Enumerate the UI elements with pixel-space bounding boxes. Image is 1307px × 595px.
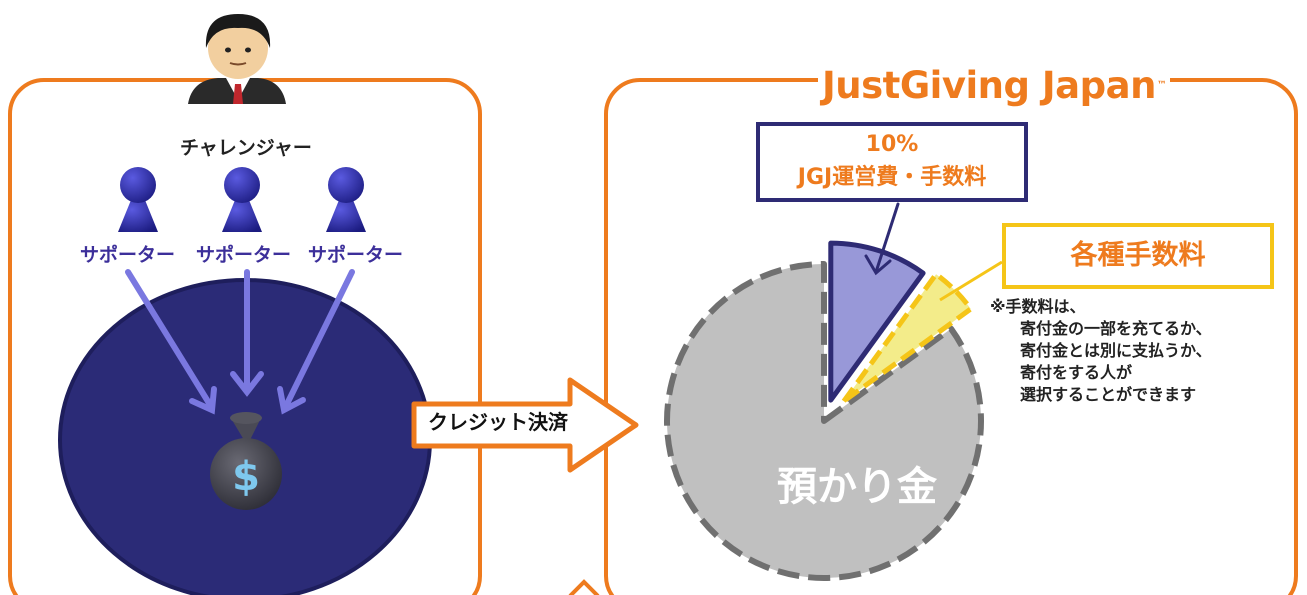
fee-callout-line [939, 260, 1003, 302]
money-bag-icon: $ [210, 412, 282, 510]
deposit-label: 預かり金 [777, 464, 937, 510]
justgiving-japan-logo: JustGiving Japan™ [818, 64, 1171, 108]
various-fee-callout: 各種手数料 [1002, 223, 1274, 289]
logo-text: JustGiving Japan [822, 64, 1156, 107]
note-line: 寄付金とは別に支払うか、 [1020, 341, 1212, 360]
note-line: 選択することができます [1020, 385, 1197, 404]
jgj-callout-arrow [864, 202, 900, 276]
credit-payment-label: クレジット決済 [428, 410, 568, 434]
supporter-label: サポーター [196, 244, 292, 266]
donation-arrows [125, 269, 355, 415]
supporter-icon [118, 167, 158, 232]
challenger-label: チャレンジャー [180, 137, 312, 159]
jgj-fee-percent: 10% [865, 132, 919, 157]
note-line: ※手数料は、 [990, 297, 1086, 316]
supporter-label: サポーター [308, 244, 404, 266]
pie-slice-jgj-fee [828, 240, 926, 403]
jgj-fee-callout: 10% JGJ運営費・手数料 [756, 122, 1028, 202]
pie-chart [664, 240, 984, 581]
credit-payment-arrow [411, 377, 639, 473]
bottom-arrow-tip [568, 579, 600, 595]
pie-slice-deposit [664, 261, 984, 581]
challenger-icon [188, 14, 286, 104]
jgj-fee-label: JGJ運営費・手数料 [797, 165, 987, 190]
logo-trademark: ™ [1156, 80, 1167, 91]
note-line: 寄付金の一部を充てるか、 [1020, 319, 1212, 338]
supporter-icon [326, 167, 366, 232]
note-line: 寄付をする人が [1020, 363, 1133, 382]
supporter-label: サポーター [80, 244, 176, 266]
fee-note: ※手数料は、 寄付金の一部を充てるか、 寄付金とは別に支払うか、 寄付をする人が… [990, 296, 1212, 406]
pie-slice-various-fee [841, 271, 974, 404]
dollar-symbol: $ [232, 454, 260, 500]
supporter-icon [222, 167, 262, 232]
